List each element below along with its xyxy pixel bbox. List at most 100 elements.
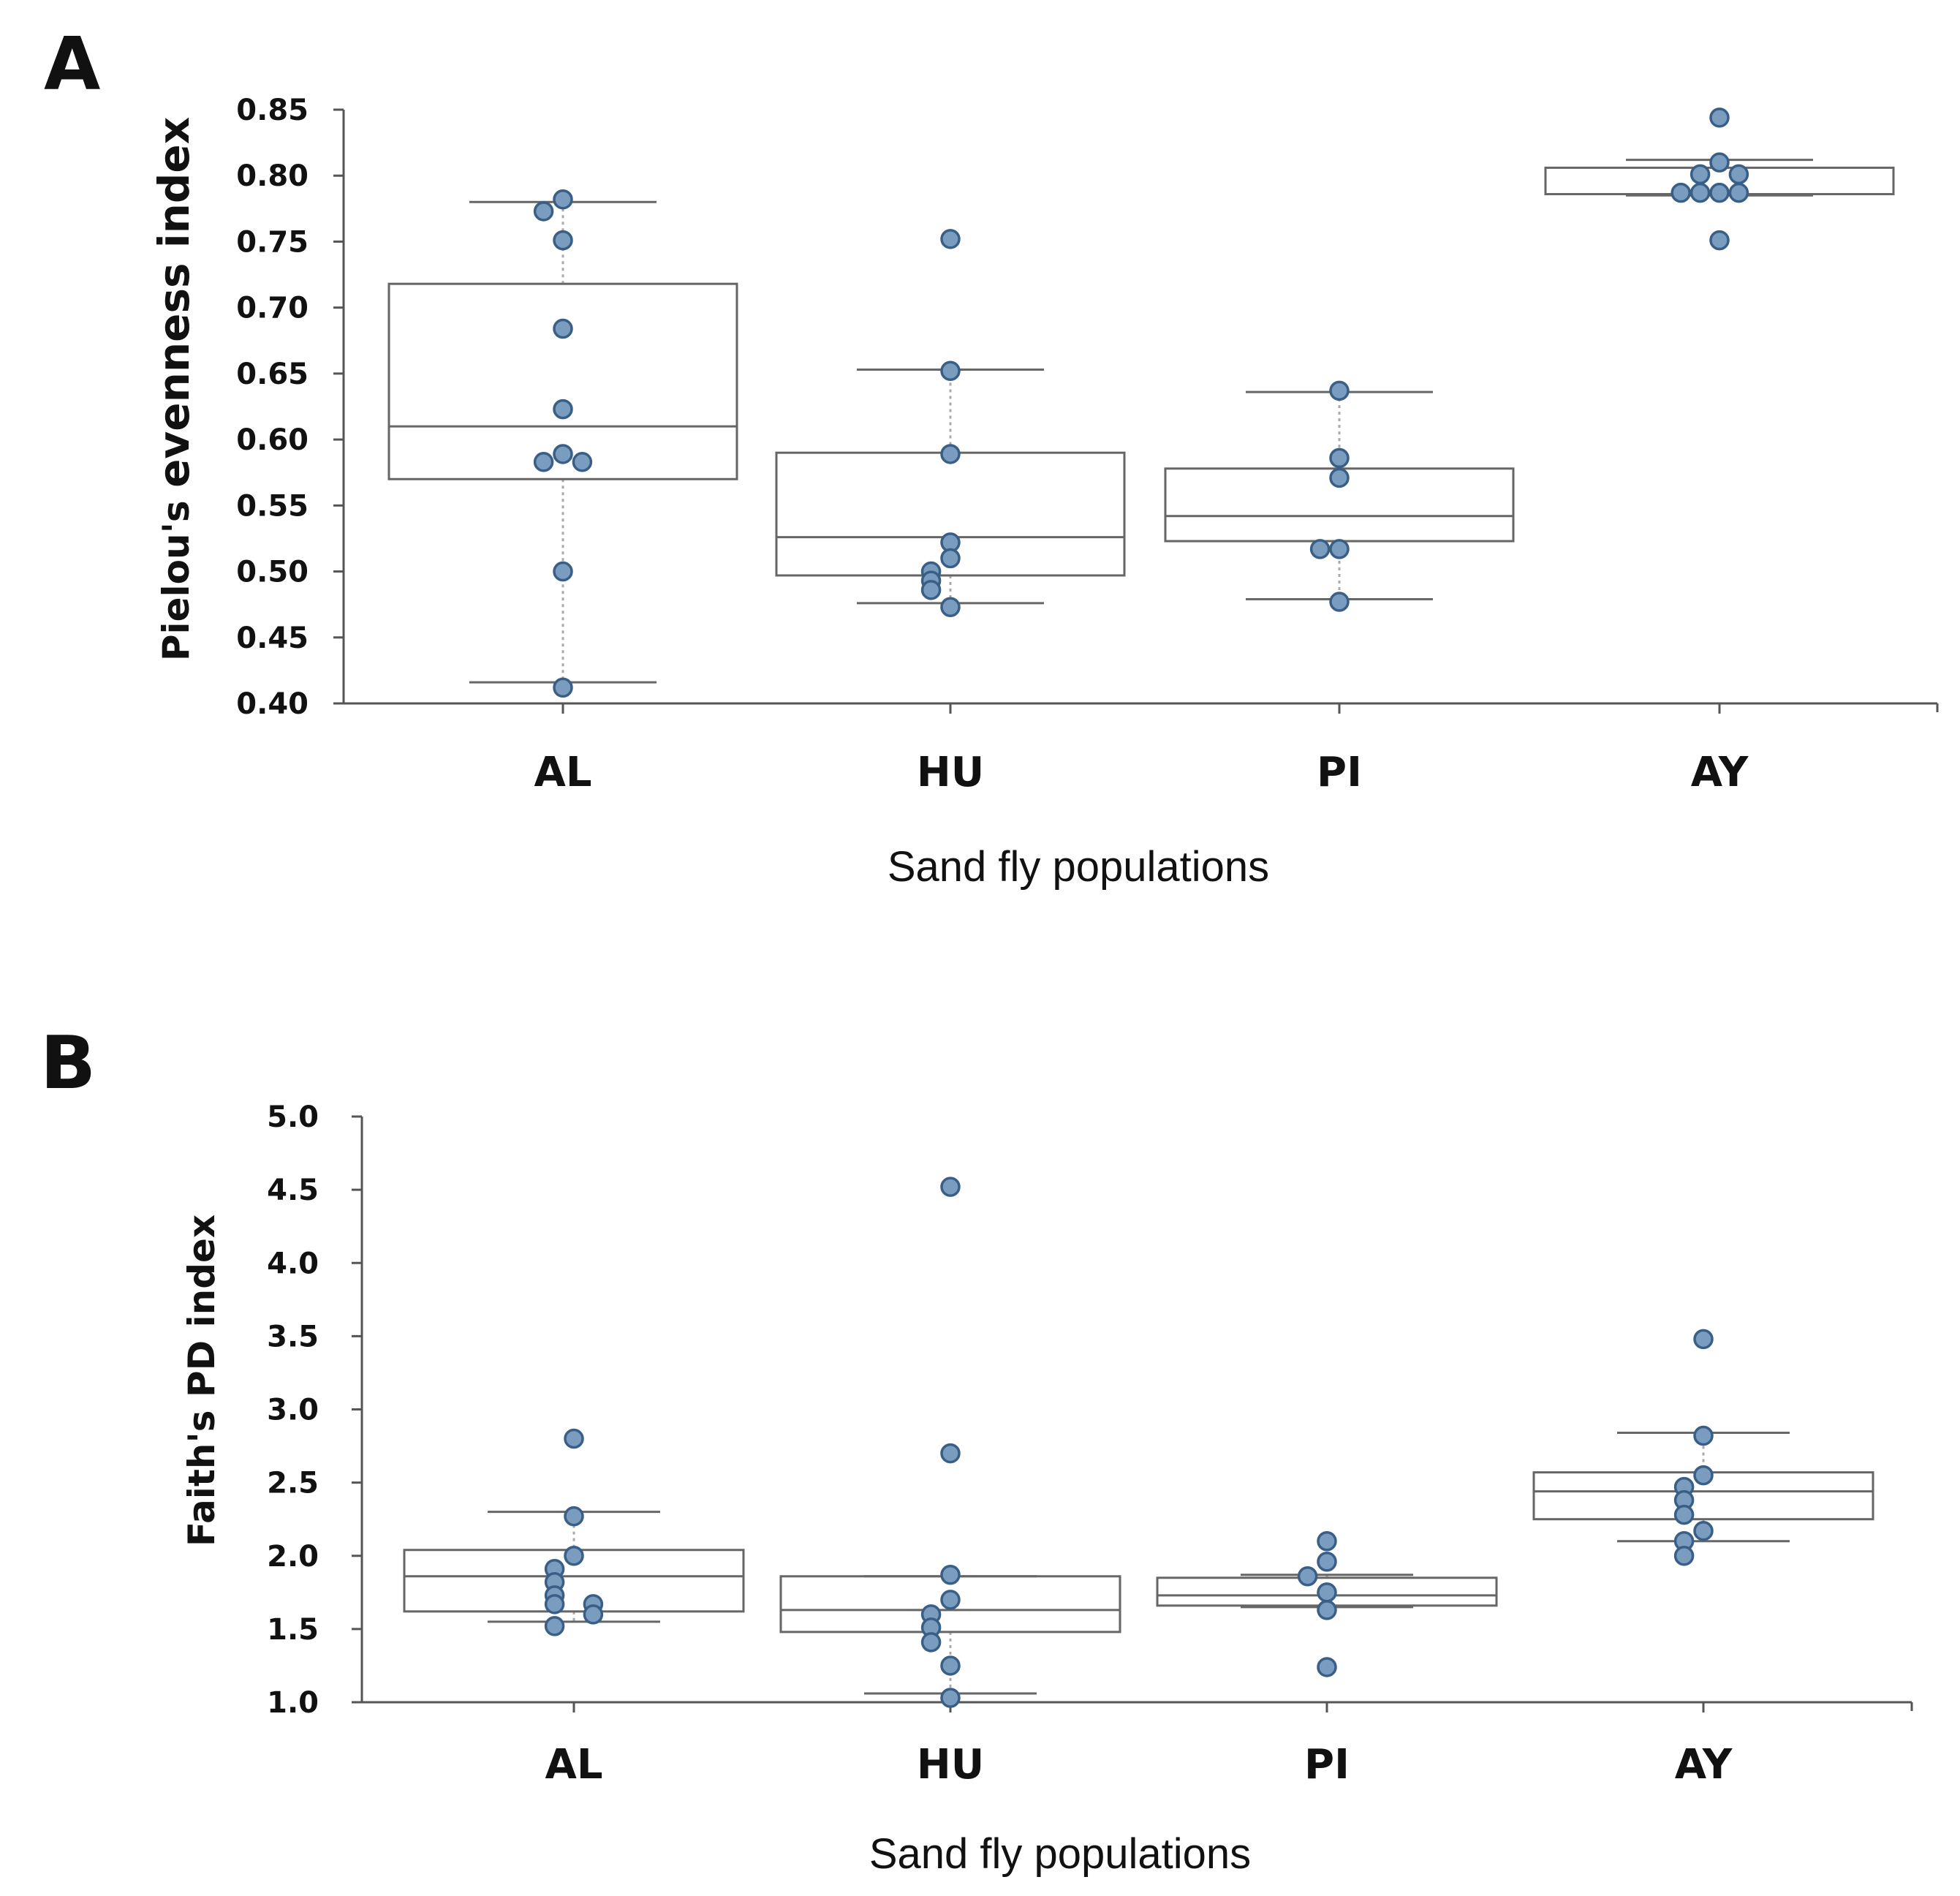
panel-b-data-point — [940, 1655, 961, 1676]
panel-b-y-axis-title: Faith's PD index — [181, 1215, 223, 1546]
panel-a-data-point — [1709, 230, 1730, 251]
panel-b-y-tick-label: 2.0 — [267, 1540, 319, 1574]
panel-b-data-point — [940, 1688, 961, 1708]
panel-a-y-tick-label: 0.80 — [236, 159, 309, 193]
panel-b-data-point — [940, 1176, 961, 1197]
panel-b-data-point — [1317, 1552, 1337, 1572]
panel-b-group-hu: HU — [779, 1176, 1121, 1789]
panel-b-category-label-ay: AY — [1675, 1741, 1733, 1789]
panel-b-y-tick-label: 3.5 — [267, 1320, 319, 1353]
panel-b-data-point — [544, 1616, 565, 1636]
panel-a-y-tick-label: 0.60 — [236, 423, 309, 457]
panel-a-data-point — [533, 452, 554, 472]
panel-b-data-point — [1317, 1657, 1337, 1677]
panel-a-data-point — [940, 597, 961, 618]
panel-a-y-tick-label: 0.75 — [236, 225, 309, 259]
panel-b-data-point — [1693, 1465, 1714, 1486]
panel-a-data-point — [533, 201, 554, 222]
panel-b-y-tick-label: 1.5 — [267, 1613, 319, 1647]
panel-b: B Faith's PD index Sand fly populations … — [40, 1020, 1913, 1878]
panel-b-x-axis-title: Sand fly populations — [869, 1830, 1251, 1878]
panel-a-data-point — [1329, 447, 1350, 469]
panel-a-data-point — [1329, 467, 1350, 488]
panel-a-data-point — [1728, 182, 1749, 203]
panel-a-data-point — [553, 230, 573, 251]
panel-a-data-point — [1690, 164, 1711, 185]
panel-a-data-point — [1728, 164, 1749, 185]
panel-a-data-point — [1709, 107, 1730, 128]
panel-b-data-point — [1297, 1566, 1318, 1587]
panel-b-y-tick-label: 4.0 — [267, 1247, 319, 1280]
panel-a-y-tick-label: 0.40 — [236, 687, 309, 721]
panel-b-data-point — [1673, 1504, 1695, 1525]
panel-b-data-point — [940, 1443, 961, 1464]
panel-b-data-point — [544, 1594, 565, 1614]
panel-a-data-point — [1670, 182, 1691, 203]
panel-a-data-point — [940, 548, 961, 569]
panel-a-y-tick-label: 0.45 — [236, 622, 309, 655]
panel-a-category-label-ay: AY — [1691, 749, 1749, 796]
panel-a-data-point — [553, 318, 573, 339]
panel-a-data-point — [1309, 539, 1331, 559]
panel-a-category-label-al: AL — [534, 749, 591, 796]
panel-b-letter: B — [40, 1020, 96, 1106]
panel-b-category-label-pi: PI — [1304, 1741, 1350, 1789]
panel-a: A Pielou's evenness index Sand fly popul… — [44, 21, 1939, 891]
panel-a-y-tick-label: 0.55 — [236, 489, 309, 523]
panel-b-data-point — [940, 1590, 961, 1610]
panel-a-data-point — [553, 677, 573, 698]
panel-b-data-point — [564, 1546, 584, 1566]
panel-a-y-axis-title: Pielou's evenness index — [149, 117, 199, 661]
panel-a-group-hu: HU — [775, 229, 1126, 796]
panel-a-data-point — [1690, 182, 1711, 203]
panel-a-y-axis-title-main: evenness index — [149, 117, 199, 488]
panel-a-box — [387, 282, 738, 480]
panel-a-y-tick-label: 0.65 — [236, 358, 309, 391]
panel-a-letter: A — [44, 21, 100, 107]
panel-b-data-point — [1693, 1520, 1714, 1541]
panel-a-group-al: AL — [387, 189, 738, 796]
panel-a-x-axis-title: Sand fly populations — [888, 843, 1269, 891]
panel-b-y-tick-label: 2.5 — [267, 1467, 319, 1500]
panel-a-y-tick-label: 0.50 — [236, 556, 309, 589]
panel-b-category-label-al: AL — [545, 1741, 602, 1789]
panel-a-y-axis-title-prefix: Pielou's — [155, 488, 197, 661]
panel-b-y-tick-label: 1.0 — [267, 1686, 319, 1720]
panel-b-data-point — [1317, 1600, 1337, 1620]
panel-a-data-point — [1329, 380, 1350, 401]
panel-b-data-point — [1673, 1546, 1695, 1566]
panel-b-y-tick-label: 5.0 — [267, 1100, 319, 1134]
panel-b-group-pi: PI — [1156, 1530, 1498, 1789]
panel-a-data-point — [940, 229, 961, 249]
panel-b-data-point — [1693, 1425, 1714, 1446]
panel-a-group-pi: PI — [1164, 380, 1515, 796]
panel-b-data-point — [564, 1506, 584, 1527]
panel-a-data-point — [553, 189, 573, 210]
panel-a-y-tick-label: 0.85 — [236, 94, 309, 127]
panel-a-y-tick-label: 0.70 — [236, 292, 309, 325]
panel-b-y-tick-label: 3.0 — [267, 1394, 319, 1427]
panel-b-data-point — [583, 1604, 604, 1625]
panel-a-data-point — [553, 561, 573, 582]
panel-a-data-point — [1329, 539, 1350, 559]
panel-b-data-point — [920, 1632, 942, 1653]
panel-a-data-point — [553, 399, 573, 420]
panel-a-category-label-hu: HU — [917, 749, 984, 796]
panel-b-data-point — [1693, 1329, 1714, 1350]
panel-b-y-tick-label: 4.5 — [267, 1174, 319, 1207]
panel-a-data-point — [553, 444, 573, 464]
panel-a-data-point — [1329, 592, 1350, 612]
panel-a-data-point — [572, 452, 593, 472]
panel-b-category-label-hu: HU — [917, 1741, 984, 1789]
panel-a-data-point — [940, 444, 961, 464]
panel-a-data-point — [920, 580, 942, 600]
panel-b-plot-area: 1.0 1.5 2.0 2.5 3.0 3.5 4.0 4.5 5.0 AL HU PI AY — [267, 1100, 1913, 1789]
panel-a-data-point — [940, 360, 961, 382]
panel-a-plot-area: 0.40 0.45 0.50 0.55 0.60 0.65 0.70 0.75 0.80 0.85… — [236, 94, 1939, 796]
panel-a-group-ay: AY — [1544, 107, 1895, 796]
panel-b-data-point — [564, 1428, 584, 1449]
panel-b-data-point — [940, 1565, 961, 1585]
panel-b-data-point — [1317, 1582, 1337, 1603]
panel-a-data-point — [1709, 182, 1730, 203]
